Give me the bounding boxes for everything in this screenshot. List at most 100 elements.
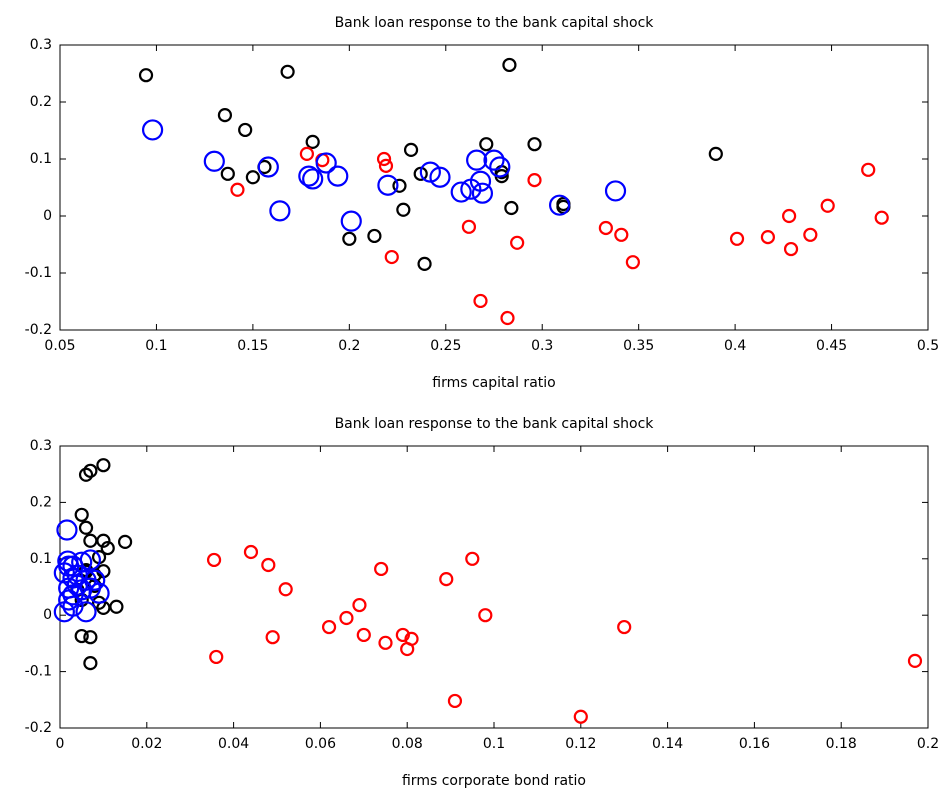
- scatter-point: [378, 158, 394, 173]
- x-axis-label: firms corporate bond ratio: [402, 773, 586, 789]
- x-tick-label: 0.35: [623, 338, 654, 354]
- x-tick-label: 0.4: [724, 338, 746, 354]
- x-tick-label: 0.05: [44, 338, 75, 354]
- scatter-point: [378, 635, 393, 650]
- scatter-point: [760, 229, 776, 245]
- x-tick-label: 0.16: [739, 736, 770, 752]
- scatter-point: [96, 533, 111, 548]
- scatter-point: [447, 693, 463, 709]
- scatter-point: [483, 149, 505, 171]
- x-tick-label: 0.02: [131, 736, 162, 752]
- scatter-point: [907, 653, 923, 668]
- x-tick-label: 0.08: [392, 736, 423, 752]
- chart-title: Bank loan response to the bank capital s…: [335, 416, 655, 432]
- x-tick-label: 0.1: [483, 736, 505, 752]
- scatter-point: [209, 649, 224, 665]
- scatter-point: [78, 467, 94, 482]
- scatter-point: [269, 200, 291, 222]
- scatter-point: [217, 108, 233, 123]
- scatter-point: [782, 208, 797, 224]
- scatter-point: [500, 310, 515, 326]
- scatter-point: [489, 156, 511, 178]
- scatter-point: [74, 628, 89, 644]
- scatter-point: [278, 582, 293, 597]
- scatter-point: [465, 551, 480, 566]
- x-tick-label: 0.25: [430, 338, 461, 354]
- scatter-point: [510, 235, 525, 250]
- scatter-point: [466, 149, 488, 171]
- scatter-point: [396, 202, 411, 217]
- scatter-point: [327, 165, 349, 187]
- scatter-point: [302, 168, 324, 190]
- scatter-point: [261, 557, 276, 573]
- scatter-point: [74, 507, 89, 522]
- scatter-point: [203, 150, 225, 172]
- x-tick-label: 0.45: [816, 338, 847, 354]
- x-tick-label: 0.14: [652, 736, 683, 752]
- scatter-point: [62, 595, 84, 617]
- y-tick-label: 0.3: [30, 438, 52, 454]
- scatter-point: [429, 166, 451, 188]
- scatter-point: [729, 231, 745, 246]
- scatter-point: [527, 172, 542, 188]
- scatter-point: [548, 194, 571, 216]
- scatter-point: [206, 552, 222, 568]
- x-tick-label: 0.2: [338, 338, 360, 354]
- scatter-point: [450, 181, 472, 203]
- scatter-point: [392, 178, 407, 193]
- x-tick-label: 0.04: [218, 736, 249, 752]
- scatter-point: [708, 146, 723, 161]
- scatter-point: [56, 519, 78, 541]
- scatter-point: [83, 630, 98, 645]
- scatter-point: [53, 562, 75, 584]
- scatter-point: [861, 162, 876, 177]
- scatter-point: [299, 146, 314, 161]
- axes-box: [59, 445, 929, 729]
- scatter-point: [404, 631, 419, 646]
- scatter-point: [473, 293, 488, 309]
- scatter-point: [820, 198, 835, 213]
- scatter-point: [83, 463, 98, 478]
- scatter-point: [305, 134, 320, 149]
- scatter-point: [352, 597, 367, 613]
- scatter-point: [367, 228, 382, 244]
- scatter-point: [141, 119, 164, 141]
- scatter-point: [88, 582, 110, 604]
- x-tick-label: 0.3: [531, 338, 553, 354]
- y-tick-label: -0.2: [25, 322, 52, 338]
- scatter-point: [75, 601, 97, 623]
- scatter-point: [83, 656, 98, 671]
- chart-title: Bank loan response to the bank capital s…: [335, 15, 655, 31]
- x-tick-label: 0.12: [565, 736, 596, 752]
- scatter-point: [478, 608, 493, 623]
- y-tick-label: -0.1: [25, 664, 52, 680]
- scatter-point: [527, 137, 542, 152]
- scatter-point: [280, 64, 295, 79]
- y-tick-label: 0: [43, 208, 52, 224]
- scatter-point: [598, 220, 613, 236]
- scatter-point: [376, 151, 392, 167]
- scatter-point: [469, 170, 492, 192]
- scatter-point: [342, 231, 357, 246]
- y-tick-label: -0.2: [25, 720, 52, 736]
- x-tick-label: 0.2: [917, 736, 939, 752]
- y-tick-label: 0.3: [30, 37, 52, 53]
- scatter-point: [245, 170, 260, 185]
- x-tick-label: 0.06: [305, 736, 336, 752]
- x-tick-label: 0.15: [237, 338, 268, 354]
- scatter-point: [395, 627, 410, 643]
- scatter-point: [109, 599, 124, 614]
- scatter-point: [238, 122, 253, 138]
- scatter-point: [384, 249, 399, 265]
- scatter-point: [79, 549, 101, 571]
- scatter-point: [374, 561, 389, 577]
- x-axis-label: firms capital ratio: [432, 375, 555, 391]
- x-tick-label: 0.18: [826, 736, 857, 752]
- y-tick-label: 0: [43, 607, 52, 623]
- scatter-point: [874, 210, 889, 225]
- scatter-point: [298, 165, 320, 187]
- axes-box: [59, 44, 929, 331]
- scatter-point: [356, 627, 371, 643]
- scatter-point: [783, 241, 799, 257]
